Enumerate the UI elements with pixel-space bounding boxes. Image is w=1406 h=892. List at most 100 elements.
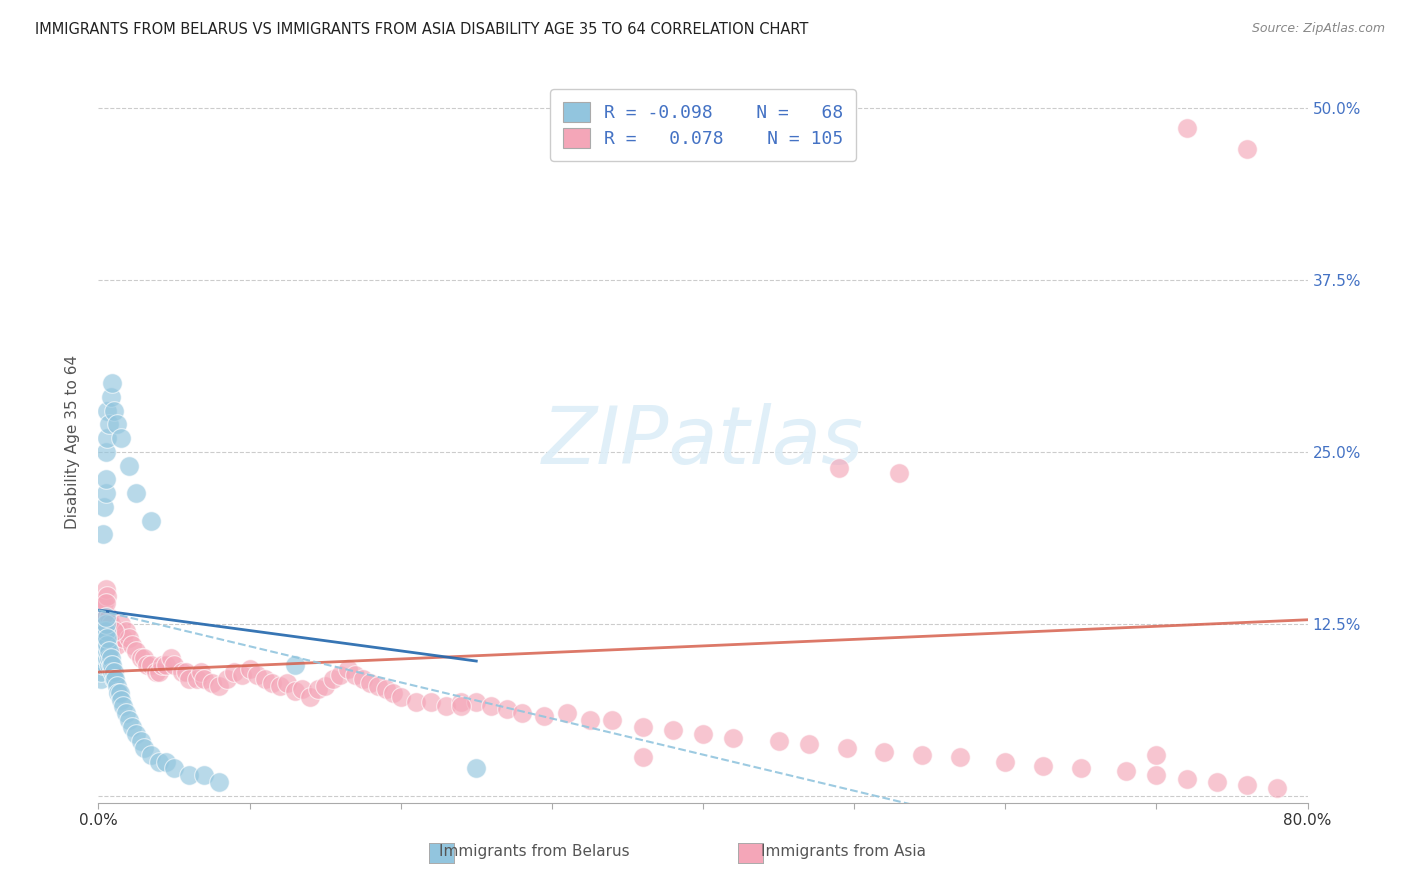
Point	[101, 376, 124, 390]
Text: Source: ZipAtlas.com: Source: ZipAtlas.com	[1251, 22, 1385, 36]
Point	[246, 668, 269, 682]
Point	[352, 672, 374, 686]
Point	[111, 699, 134, 714]
Text: ZIPatlas: ZIPatlas	[541, 402, 865, 481]
Point	[190, 665, 212, 679]
Point	[179, 672, 201, 686]
Point	[90, 672, 112, 686]
Point	[239, 662, 262, 676]
Point	[98, 651, 121, 665]
Point	[98, 644, 121, 658]
Point	[374, 681, 396, 696]
Point	[94, 486, 117, 500]
Point	[132, 651, 155, 665]
Point	[291, 681, 314, 696]
Point	[1175, 772, 1198, 787]
Point	[555, 706, 578, 721]
Point	[1144, 768, 1167, 782]
Point	[103, 672, 125, 686]
Point	[103, 403, 125, 417]
Point	[367, 679, 389, 693]
Point	[96, 638, 118, 652]
Point	[148, 665, 170, 679]
Point	[723, 731, 745, 745]
Point	[307, 681, 329, 696]
Point	[94, 610, 117, 624]
Point	[118, 458, 141, 473]
Point	[224, 665, 246, 679]
Point	[135, 658, 157, 673]
Point	[94, 651, 117, 665]
Point	[93, 644, 115, 658]
Point	[208, 679, 231, 693]
Point	[1236, 778, 1258, 792]
Point	[107, 686, 129, 700]
Point	[96, 590, 118, 604]
Point	[100, 390, 122, 404]
Point	[253, 672, 276, 686]
Point	[284, 658, 307, 673]
Point	[276, 676, 298, 690]
Point	[105, 417, 128, 432]
Point	[329, 668, 352, 682]
Point	[1267, 780, 1289, 795]
Point	[231, 668, 253, 682]
Point	[96, 644, 118, 658]
Point	[170, 665, 193, 679]
Text: IMMIGRANTS FROM BELARUS VS IMMIGRANTS FROM ASIA DISABILITY AGE 35 TO 64 CORRELAT: IMMIGRANTS FROM BELARUS VS IMMIGRANTS FR…	[35, 22, 808, 37]
Point	[101, 665, 124, 679]
Point	[94, 610, 117, 624]
Point	[132, 740, 155, 755]
Point	[94, 658, 117, 673]
Point	[1115, 764, 1137, 779]
Point	[155, 658, 177, 673]
Point	[1206, 775, 1229, 789]
Point	[96, 651, 118, 665]
Point	[797, 737, 820, 751]
Point	[96, 403, 118, 417]
Point	[125, 727, 148, 741]
Point	[1236, 142, 1258, 156]
Point	[94, 616, 117, 631]
Point	[100, 658, 122, 673]
Point	[94, 596, 117, 610]
Point	[110, 692, 132, 706]
Point	[1032, 758, 1054, 772]
Point	[1144, 747, 1167, 762]
Point	[465, 695, 488, 709]
Point	[692, 727, 714, 741]
Point	[101, 638, 124, 652]
Point	[631, 750, 654, 764]
Point	[103, 665, 125, 679]
Point	[108, 686, 131, 700]
Point	[949, 750, 972, 764]
Point	[148, 755, 170, 769]
Point	[160, 651, 183, 665]
Point	[93, 638, 115, 652]
Point	[118, 631, 141, 645]
Point	[450, 699, 472, 714]
Point	[93, 596, 115, 610]
Point	[107, 624, 129, 638]
Point	[105, 679, 128, 693]
Point	[96, 631, 118, 645]
Point	[299, 690, 322, 704]
Point	[322, 672, 344, 686]
Point	[114, 624, 136, 638]
Point	[90, 665, 112, 679]
Point	[631, 720, 654, 734]
Point	[118, 713, 141, 727]
Point	[141, 747, 163, 762]
Point	[150, 658, 173, 673]
Point	[828, 461, 851, 475]
Point	[98, 610, 121, 624]
Point	[465, 761, 488, 775]
Point	[405, 695, 427, 709]
Point	[93, 624, 115, 638]
Point	[91, 610, 114, 624]
Point	[121, 720, 143, 734]
Point	[994, 755, 1017, 769]
Point	[186, 672, 208, 686]
Point	[174, 665, 197, 679]
Point	[110, 431, 132, 445]
